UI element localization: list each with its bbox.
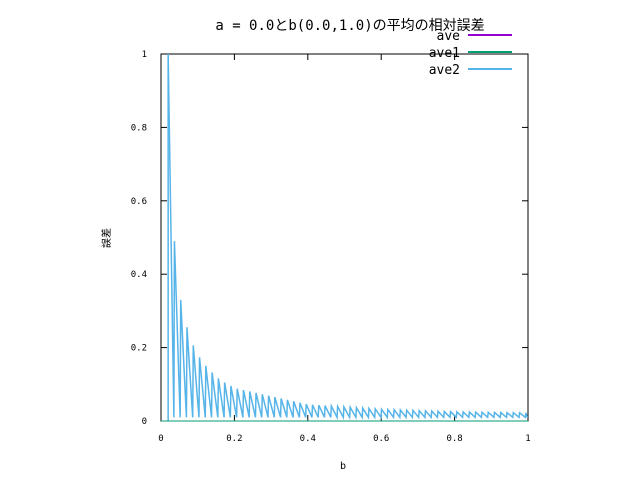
series-lines <box>161 53 529 422</box>
x-tick-label: 0.2 <box>226 434 242 444</box>
legend-label: ave2 <box>429 63 460 78</box>
legend-label: ave <box>437 29 461 44</box>
x-tick-label: 0 <box>158 434 163 444</box>
x-tick-label: 0.4 <box>300 434 316 444</box>
legend: ave ave1 ave2 <box>429 29 512 78</box>
series-line-ave2 <box>167 53 529 421</box>
y-tick-label: 0.8 <box>131 123 147 133</box>
y-tick-label: 1 <box>142 50 147 60</box>
y-axis-label: 誤差 <box>100 228 113 248</box>
x-tick-label: 1 <box>525 434 530 444</box>
y-tick-label: 0 <box>142 417 147 427</box>
chart-title: a = 0.0とb(0.0,1.0)の平均の相対誤差 <box>215 18 484 34</box>
y-tick-label: 0.6 <box>131 197 147 207</box>
y-tick-label: 0.4 <box>131 270 147 280</box>
x-tick-label: 0.6 <box>373 434 389 444</box>
legend-label: ave1 <box>429 46 460 61</box>
x-axis-label: b <box>340 461 346 472</box>
x-tick-label: 0.8 <box>446 434 462 444</box>
y-tick-label: 0.2 <box>131 344 147 354</box>
axis-ticks: 0 0.2 0.4 0.6 0.8 1 0 0.2 0.4 0.6 0.8 1 <box>131 50 531 444</box>
